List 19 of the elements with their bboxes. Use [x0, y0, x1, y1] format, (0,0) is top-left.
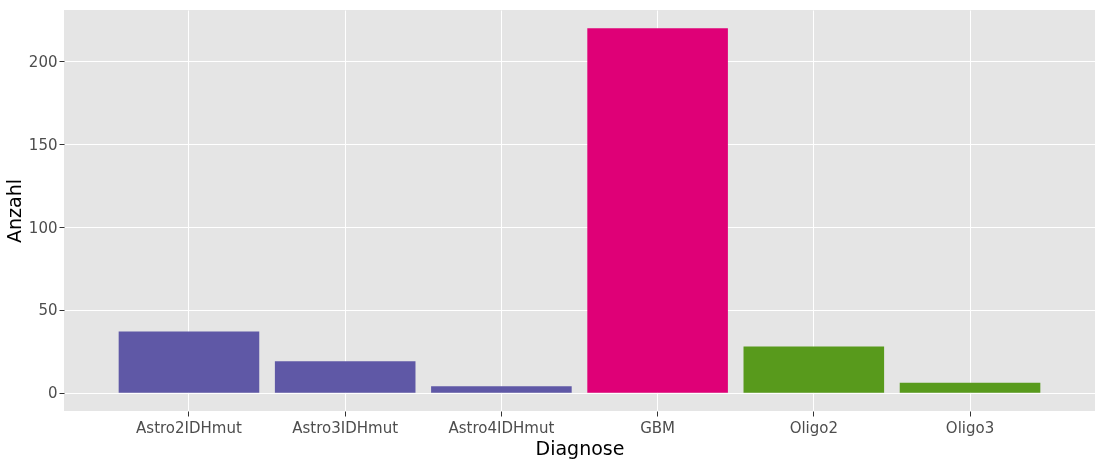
bar: [118, 331, 260, 393]
x-tick-label: Astro2IDHmut: [136, 418, 242, 437]
x-tick-label: GBM: [640, 418, 676, 437]
x-axis-title: Diagnose: [535, 436, 625, 459]
y-axis-title: Anzahl: [2, 179, 25, 243]
y-tick-label: 200: [28, 52, 58, 71]
bar: [743, 346, 885, 393]
y-tick-label: 50: [38, 301, 58, 320]
bar: [274, 361, 416, 393]
bar: [431, 386, 572, 393]
y-tick-label: 100: [28, 218, 58, 237]
bar: [587, 28, 728, 393]
x-tick-label: Oligo2: [789, 418, 839, 437]
y-tick-label: 0: [47, 384, 58, 403]
x-tick-label: Astro3IDHmut: [292, 418, 399, 437]
y-tick-label: 150: [28, 135, 58, 154]
x-tick-label: Oligo3: [945, 418, 995, 437]
bar: [899, 382, 1041, 393]
x-tick-label: Astro4IDHmut: [448, 418, 555, 437]
